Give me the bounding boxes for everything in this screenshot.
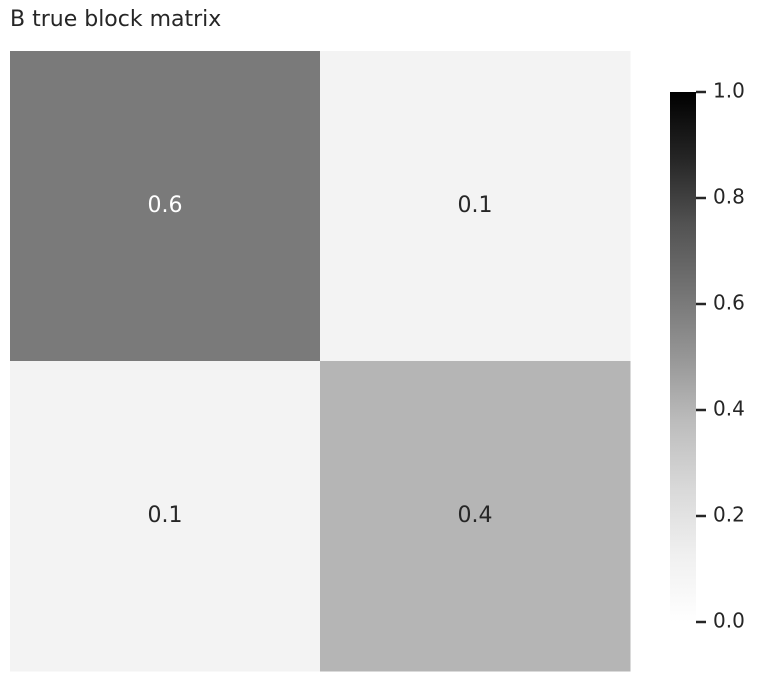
colorbar-tick-label: 0.4 [713, 397, 745, 421]
cell-label: 0.1 [148, 503, 183, 528]
colorbar-tick-label: 0.6 [713, 291, 745, 315]
heatmap-cell [320, 51, 631, 362]
colorbar [670, 92, 696, 622]
cell-label: 0.6 [148, 193, 183, 218]
colorbar-tick-label: 0.2 [713, 503, 745, 527]
chart-title: B true block matrix [10, 7, 221, 32]
colorbar-tick-label: 0.0 [713, 609, 745, 633]
heatmap-cell [10, 361, 321, 672]
colorbar-tick-label: 0.8 [713, 185, 745, 209]
heatmap-cell [10, 51, 321, 362]
colorbar-tick-label: 1.0 [713, 79, 745, 103]
cell-label: 0.4 [458, 503, 493, 528]
cell-label: 0.1 [458, 193, 493, 218]
heatmap-cell [320, 361, 631, 672]
